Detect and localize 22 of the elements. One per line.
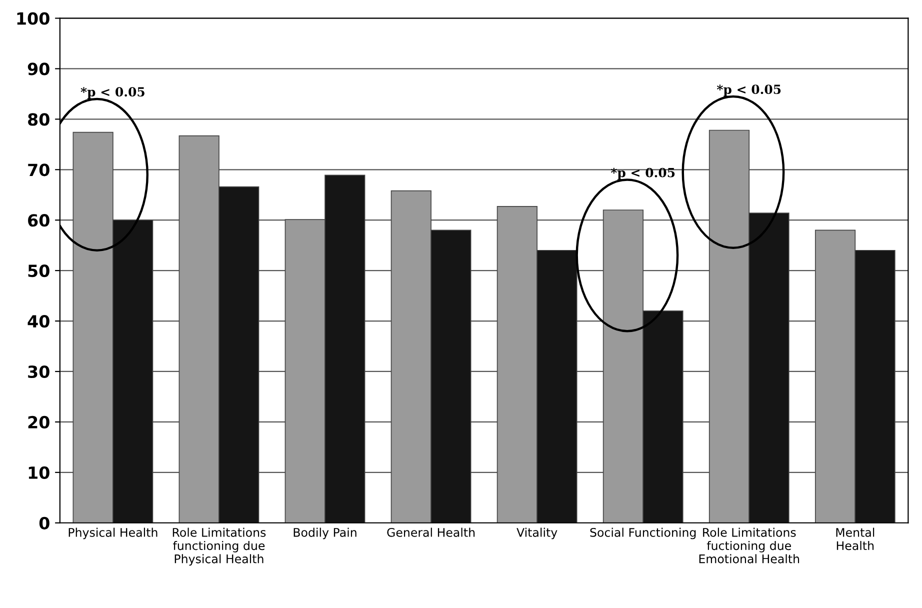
y-tick-label: 0 bbox=[39, 516, 50, 530]
y-tick-label: 60 bbox=[28, 214, 50, 227]
annotation: *p < 0.05 bbox=[80, 87, 144, 99]
y-tick-label: 100 bbox=[17, 12, 50, 25]
x-tick-label: Bodily Pain bbox=[294, 528, 356, 540]
x-tick-label: Role Limitations functioning due Physical Health bbox=[172, 528, 266, 566]
x-tick-label: Vitality bbox=[516, 528, 558, 540]
annotation: *p < 0.05 bbox=[716, 84, 781, 96]
y-tick-label: 10 bbox=[28, 466, 50, 479]
y-tick-label: 90 bbox=[28, 62, 50, 76]
y-tick-label: 20 bbox=[28, 416, 50, 429]
x-tick-label: Mental Health bbox=[836, 528, 874, 550]
y-tick-label: 30 bbox=[28, 365, 50, 378]
x-tick-label: General Health bbox=[387, 528, 475, 537]
y-tick-label: 80 bbox=[28, 113, 50, 126]
x-tick-label: Social Functioning bbox=[590, 528, 696, 540]
x-tick-label: Role Limitations fuctioning due Emotional Health bbox=[699, 528, 800, 564]
y-tick-label: 40 bbox=[28, 314, 50, 328]
y-tick-label: 70 bbox=[28, 164, 50, 176]
y-tick-label: 50 bbox=[28, 264, 50, 278]
x-tick-label: Physical Health bbox=[68, 528, 158, 540]
annotation: *p < 0.05 bbox=[610, 168, 675, 180]
